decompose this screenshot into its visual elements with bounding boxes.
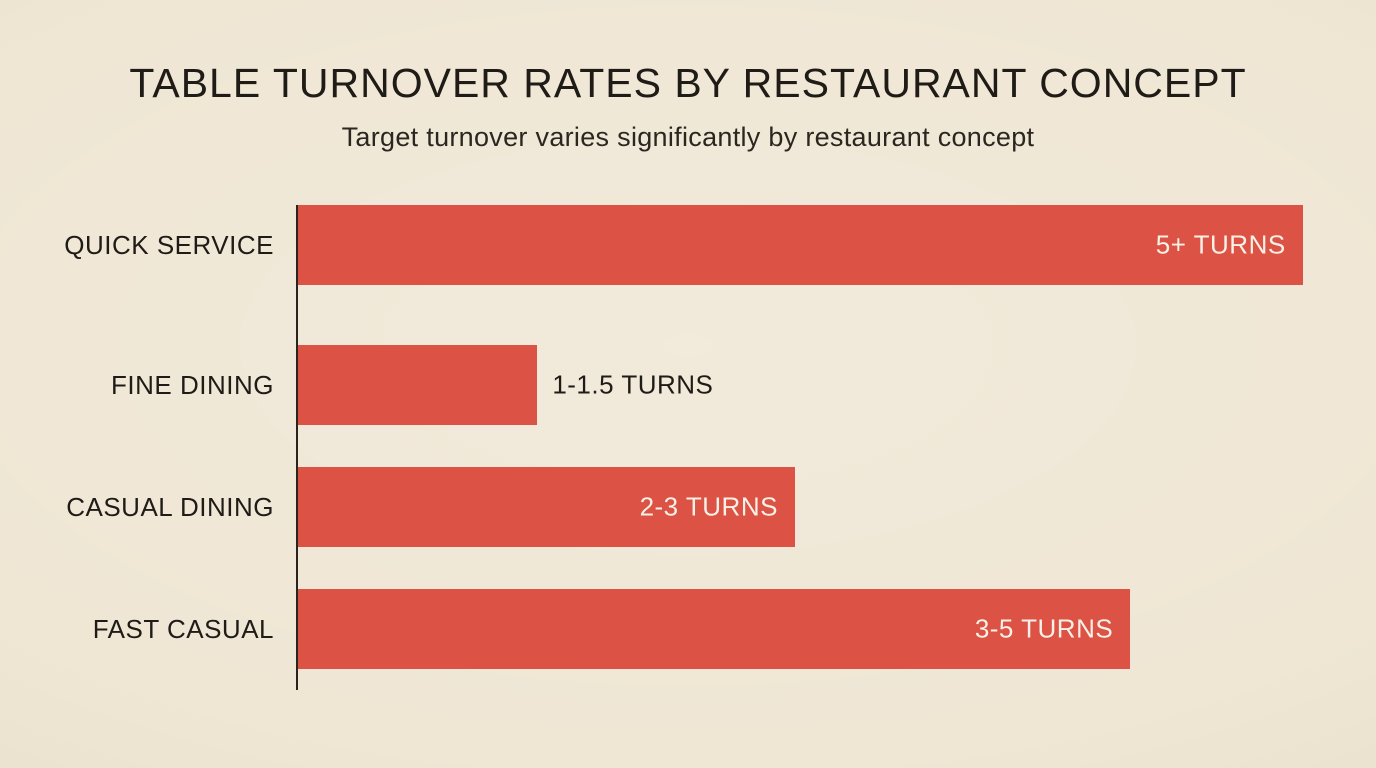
y-axis-line (296, 205, 298, 690)
category-label: FAST CASUAL (92, 613, 274, 644)
category-label: QUICK SERVICE (64, 229, 274, 260)
bar: 2-3 TURNS (298, 467, 795, 547)
value-label: 2-3 TURNS (639, 491, 778, 522)
value-label: 5+ TURNS (1155, 229, 1286, 260)
category-label: CASUAL DINING (66, 491, 274, 522)
plot-area: FINE DINING 1-1.5 TURNS CASUAL DINING 2-3 T… (64, 205, 1376, 690)
bar-row: QUICK SERVICE 5+ TURNS (64, 205, 1376, 285)
value-label: 1-1.5 TURNS (552, 369, 714, 400)
bar-row: FAST CASUAL 3-5 TURNS (93, 589, 1376, 669)
bar-row: FINE DINING 1-1.5 TURNS (111, 345, 1376, 425)
bar: 1-1.5 TURNS (298, 345, 713, 425)
chart-title: TABLE TURNOVER RATES BY RESTAURANT CONCE… (129, 60, 1247, 106)
chart-subtitle: Target turnover varies significantly by … (341, 122, 1035, 152)
category-label: FINE DINING (111, 369, 274, 400)
value-label: 3-5 TURNS (974, 613, 1114, 644)
bar: 5+ TURNS (298, 205, 1303, 285)
bar: 3-5 TURNS (298, 589, 1131, 669)
bar-row: CASUAL DINING 2-3 TURNS (66, 467, 1376, 547)
